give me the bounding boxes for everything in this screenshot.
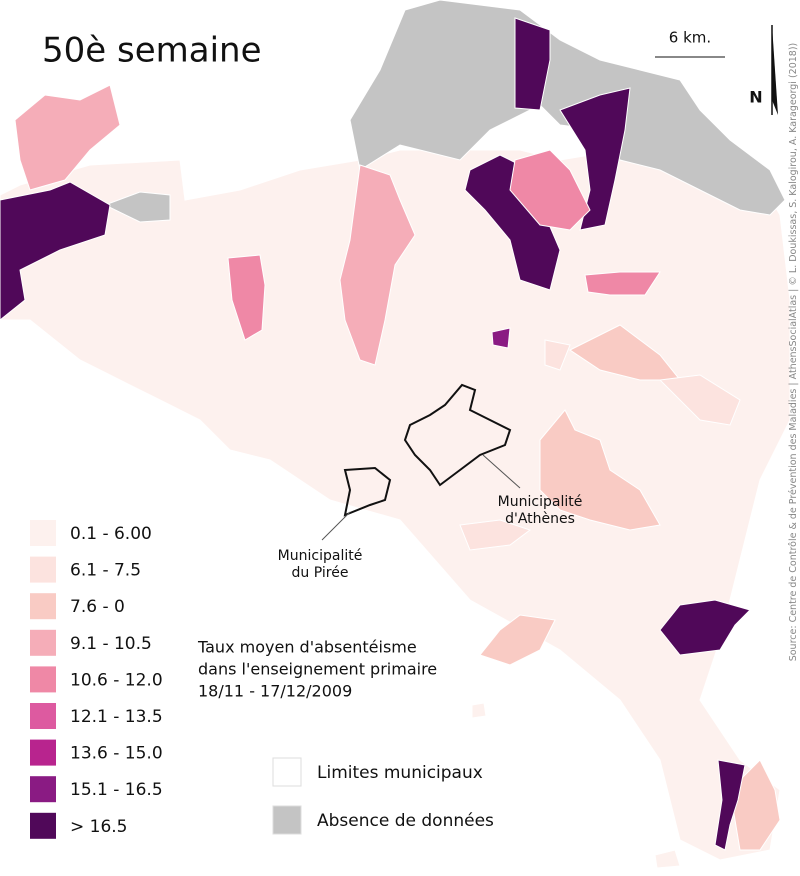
source: Source: Centre de Contrôle & de Préventi… <box>788 43 799 662</box>
legend-label: 15.1 - 16.5 <box>70 780 163 800</box>
annotation: d'Athènes <box>505 511 575 527</box>
legend-swatch <box>272 805 302 835</box>
piraeus-outline <box>343 466 392 517</box>
legend-label: > 16.5 <box>70 817 128 837</box>
region <box>459 519 532 551</box>
region <box>479 614 556 666</box>
athens-outline <box>403 383 512 487</box>
annotation: Municipalité <box>498 494 583 510</box>
annotation: du Pirée <box>292 565 349 581</box>
legend-swatch <box>30 703 56 729</box>
legend-label: Limites municipaux <box>317 763 483 783</box>
legend-label: 7.6 - 0 <box>70 597 125 617</box>
region <box>471 702 487 719</box>
region <box>514 17 551 111</box>
title: 50è semaine <box>42 31 262 71</box>
legend-label: 9.1 - 10.5 <box>70 634 152 654</box>
legend-swatch <box>30 593 56 620</box>
legend-label: 13.6 - 15.0 <box>70 744 163 764</box>
pointer <box>482 454 521 489</box>
pointer <box>321 511 351 541</box>
legend-swatch <box>30 739 56 766</box>
region <box>714 759 746 851</box>
legend-title: Taux moyen d'absentéisme <box>197 638 417 657</box>
legend-title: 18/11 - 17/12/2009 <box>198 682 352 701</box>
region <box>654 849 681 869</box>
north-arrow <box>772 25 778 115</box>
legend-swatch <box>30 629 56 656</box>
north-label: N <box>749 88 762 107</box>
region <box>339 164 416 366</box>
region <box>659 599 751 656</box>
legend-label: 0.1 - 6.00 <box>70 524 152 544</box>
region <box>658 374 741 426</box>
legend-label: 12.1 - 13.5 <box>70 707 163 727</box>
region <box>0 181 111 321</box>
legend-swatch <box>30 812 56 839</box>
legend-title: dans l'enseignement primaire <box>198 660 437 679</box>
region <box>14 84 121 191</box>
region <box>544 339 571 371</box>
region <box>509 149 591 231</box>
region <box>539 409 661 531</box>
legend-swatch <box>272 757 302 787</box>
region <box>491 327 511 349</box>
region <box>103 191 171 223</box>
legend-label: 6.1 - 7.5 <box>70 561 141 581</box>
legend-label: Absence de données <box>317 811 494 831</box>
legend-swatch <box>30 556 56 583</box>
region <box>584 271 661 296</box>
legend-swatch <box>30 666 56 693</box>
legend: 0.1 - 6.00 6.1 - 7.5 7.6 - 0 9.1 - 10.5 10.6… <box>30 520 494 839</box>
legend-swatch <box>30 520 56 546</box>
region <box>729 759 781 851</box>
region <box>559 87 631 231</box>
region <box>227 254 266 341</box>
legend-label: 10.6 - 12.0 <box>70 670 163 690</box>
legend-swatch <box>30 776 56 803</box>
scale-label: 6 km. <box>669 29 711 47</box>
annotation: Municipalité <box>278 548 363 564</box>
